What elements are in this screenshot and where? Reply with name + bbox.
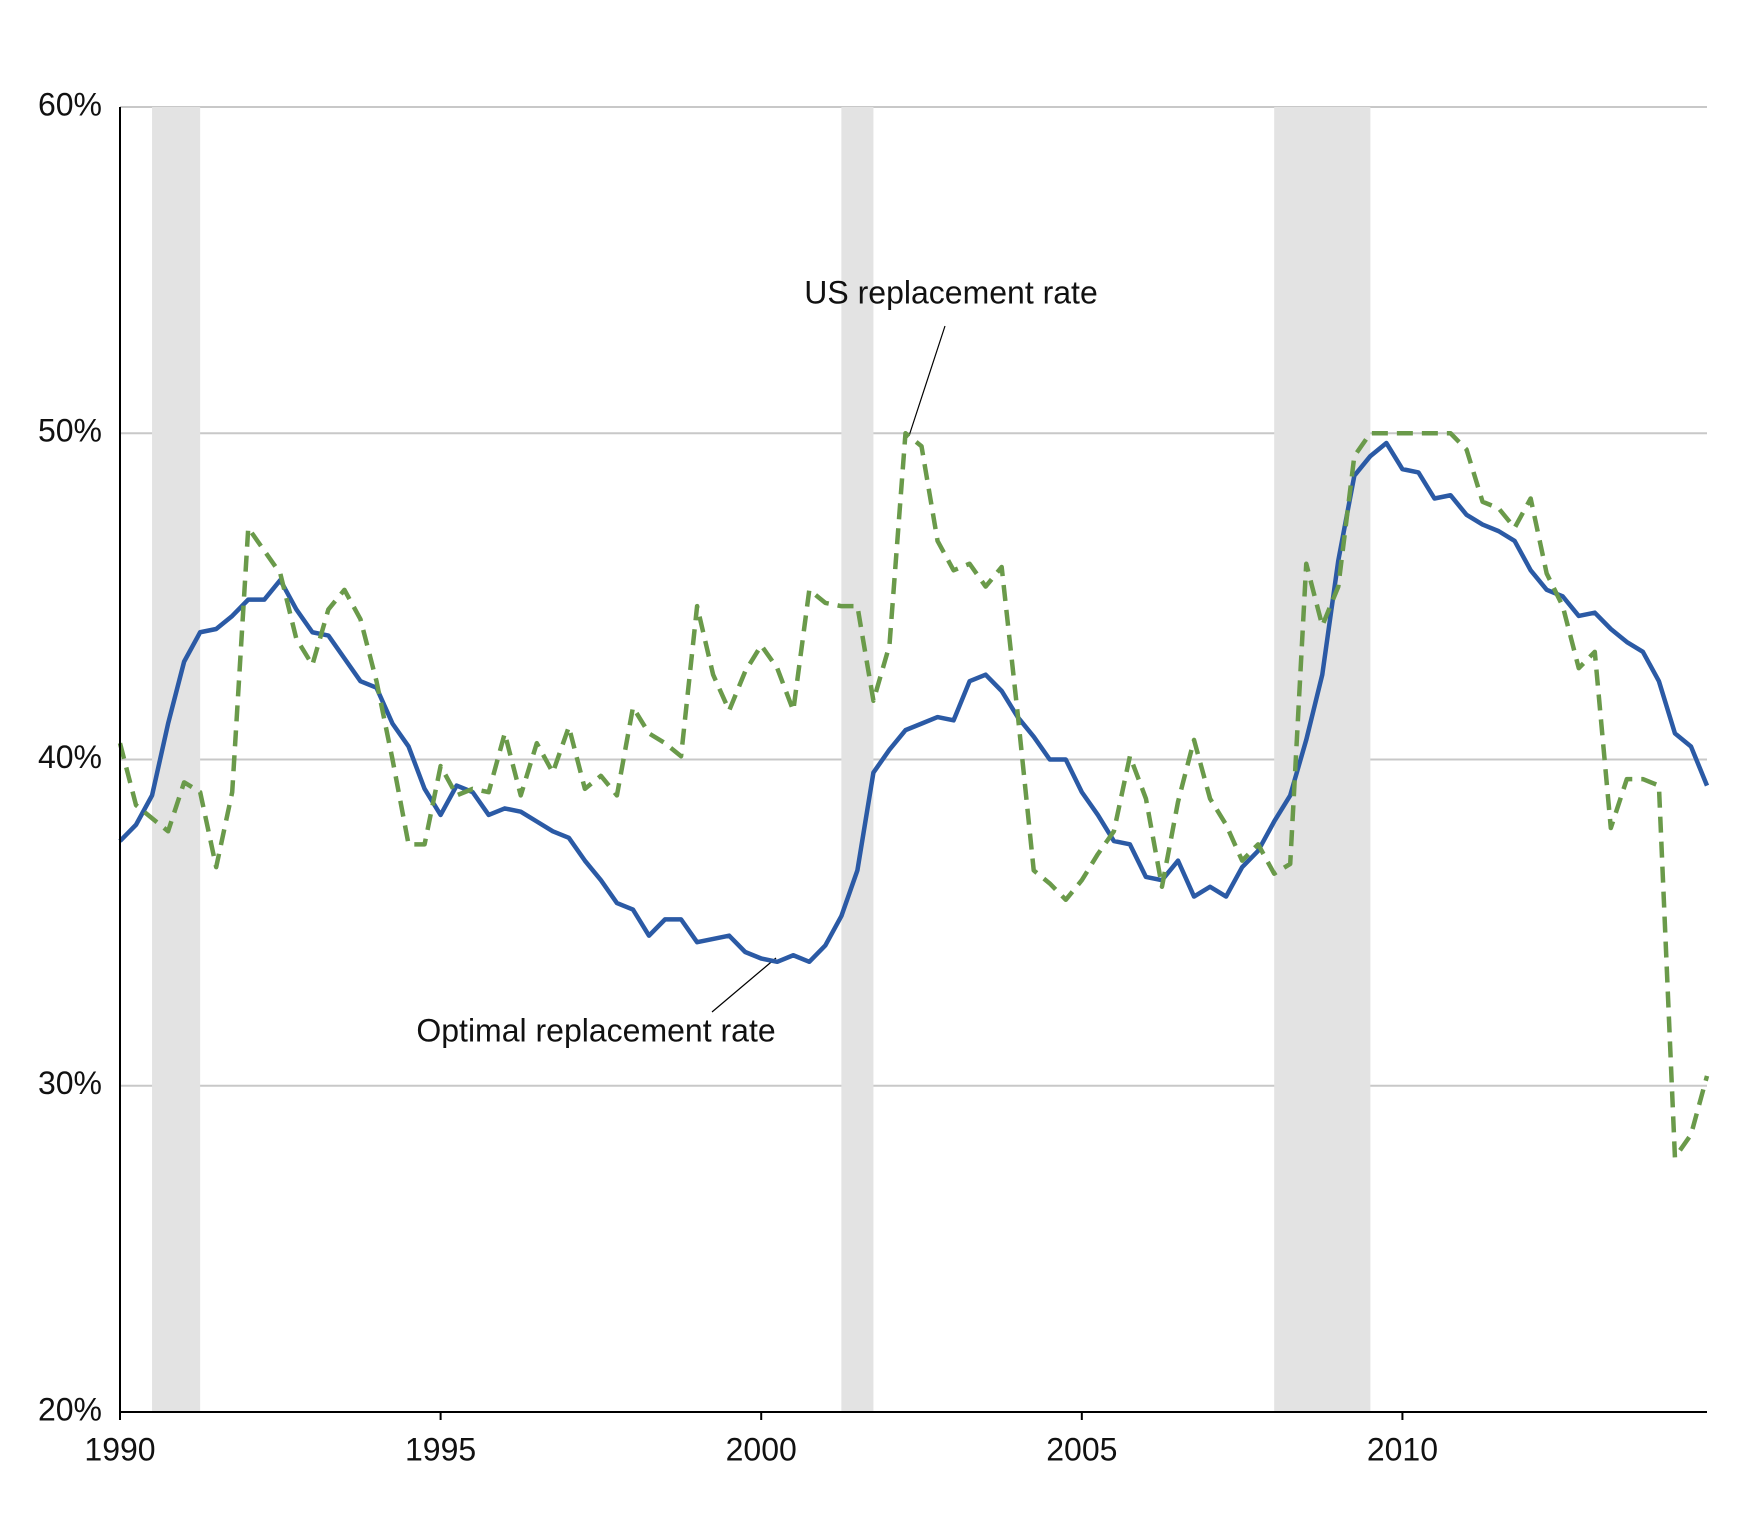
y-tick-label: 50%	[38, 413, 102, 449]
annotation-line	[711, 957, 777, 1013]
x-tick-label: 2005	[1046, 1431, 1117, 1467]
x-tick-label: 1990	[84, 1431, 155, 1467]
recession-band	[1274, 107, 1371, 1412]
x-tick-label: 2000	[726, 1431, 797, 1467]
y-tick-label: 30%	[38, 1065, 102, 1101]
series-line	[118, 440, 1710, 965]
series-label: Optimal replacement rate	[416, 1012, 775, 1048]
y-tick-label: 40%	[38, 739, 102, 775]
y-tick-label: 20%	[38, 1391, 102, 1427]
recession-band	[841, 107, 874, 1412]
x-tick-label: 1995	[405, 1431, 476, 1467]
annotation-line	[908, 325, 946, 437]
y-tick-label: 60%	[38, 86, 102, 122]
series-line	[117, 431, 1710, 1160]
x-tick-label: 2010	[1367, 1431, 1438, 1467]
series-label: US replacement rate	[804, 274, 1097, 310]
